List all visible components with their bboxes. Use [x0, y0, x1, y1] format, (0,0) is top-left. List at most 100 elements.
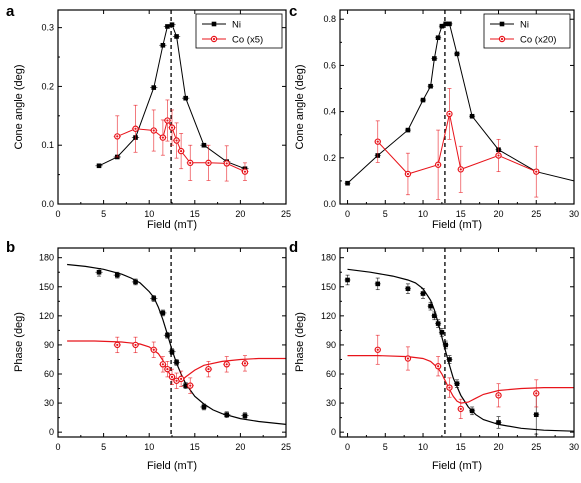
x-tick-label: 5: [101, 209, 106, 219]
x-tick-label: 15: [456, 442, 466, 452]
data-point-square: [96, 269, 102, 275]
data-point-circle-core: [437, 163, 440, 166]
x-axis-label: Field (mT): [147, 460, 197, 472]
x-tick-label: 5: [383, 209, 388, 219]
data-point-circle-core: [535, 170, 538, 173]
panel-c: c 0 5 10 15 20 25 30 0.0 0.2 0.4 0.6 0.8 Field (mT) Co…: [289, 3, 579, 231]
y-tick-label: 0: [49, 427, 54, 437]
x-tick-label: 15: [190, 209, 200, 219]
data-point-square: [405, 286, 411, 292]
data-point-square: [405, 127, 411, 133]
x-axis-label: Field (mT): [432, 460, 482, 472]
data-point-circle-core: [225, 363, 228, 366]
data-point-circle-core: [152, 129, 155, 132]
y-axis-label: Phase (deg): [294, 312, 306, 372]
data-point-circle-core: [459, 407, 462, 410]
y-axis-label: Cone angle (deg): [13, 64, 25, 149]
y-tick-label: 180: [39, 253, 54, 263]
y-tick-label: 0.8: [323, 14, 336, 24]
legend: Ni Co (x20): [483, 13, 571, 49]
fit-curve: [67, 263, 286, 425]
y-tick-label: 180: [321, 253, 336, 263]
data-point-square: [151, 296, 157, 301]
data-point-circle-core: [437, 365, 440, 368]
legend-box: [195, 13, 283, 49]
data-point-square: [435, 321, 441, 326]
y-tick-label: 0.4: [323, 107, 336, 117]
data-point-square: [174, 34, 179, 39]
data-point-circle-core: [161, 363, 164, 366]
data-point-circle-core: [406, 172, 410, 176]
x-tick-label: 25: [531, 442, 541, 452]
data-point-square: [443, 342, 448, 348]
fit-curve: [347, 268, 574, 432]
y-tick-label: 0.1: [41, 140, 54, 150]
x-tick-label: 30: [569, 209, 579, 219]
data-point-square: [496, 420, 501, 425]
data-point-square: [432, 56, 437, 61]
y-tick-label: 0: [331, 427, 336, 437]
x-tick-label: 20: [235, 442, 245, 452]
data-point-circle-core: [497, 394, 500, 397]
y-tick-label: 120: [321, 311, 336, 321]
y-tick-label: 0.2: [41, 81, 54, 91]
y-tick-label: 150: [39, 282, 54, 292]
data-point-square: [165, 24, 170, 29]
data-point-square: [420, 97, 426, 103]
y-tick-label: 60: [44, 369, 54, 379]
plot-area: [67, 248, 286, 437]
data-point-square: [469, 113, 475, 119]
x-axis-label: Field (mT): [432, 219, 482, 231]
data-point-square: [183, 383, 188, 388]
data-point-circle-core: [189, 384, 192, 387]
legend-marker-square: [211, 21, 217, 27]
data-point-circle-core: [376, 348, 379, 351]
legend-label: Ni: [232, 20, 241, 31]
x-tick-label: 20: [235, 209, 245, 219]
data-point-square: [151, 85, 157, 90]
data-point-square: [439, 330, 445, 335]
data-point-square: [165, 332, 170, 338]
data-point-circle-core: [243, 362, 247, 365]
data-point-circle-core: [225, 162, 228, 165]
data-point-square: [447, 357, 452, 362]
axes-frame: [339, 247, 575, 438]
plot-area: [344, 10, 574, 204]
data-point-circle-core: [116, 343, 119, 347]
y-tick-label: 30: [326, 398, 336, 408]
data-point-circle-core: [376, 140, 379, 143]
data-point-square: [169, 349, 175, 355]
data-point-circle-core: [243, 170, 247, 173]
data-point-square: [201, 142, 207, 148]
axes-frame: [339, 9, 575, 205]
x-tick-label: 0: [345, 442, 350, 452]
data-point-square: [96, 163, 102, 169]
data-point-square: [133, 279, 138, 285]
data-point-circle-core: [175, 139, 178, 142]
x-axis-label: Field (mT): [147, 219, 197, 231]
data-point-square: [183, 95, 188, 101]
legend-marker-core: [212, 37, 216, 41]
x-tick-label: 20: [494, 442, 504, 452]
x-tick-label: 10: [144, 209, 154, 219]
y-tick-label: 0.2: [323, 153, 336, 163]
panel-d: d 0 5 10 15 20 25 30 0 30 60 90 120 150 180 Field (mT) P…: [289, 239, 579, 472]
data-point-circle-core: [180, 149, 183, 153]
data-point-circle-core: [207, 368, 210, 371]
y-tick-label: 0.0: [41, 199, 54, 209]
x-tick-label: 15: [190, 442, 200, 452]
x-tick-label: 25: [281, 209, 291, 219]
x-tick-label: 10: [418, 209, 428, 219]
axes-frame: [57, 9, 287, 205]
x-tick-label: 10: [144, 442, 154, 452]
data-point-square: [439, 23, 445, 29]
plot-area: [344, 248, 574, 437]
data-point-square: [201, 404, 207, 410]
series-tail-line: [536, 171, 574, 182]
data-point-square: [174, 360, 179, 365]
data-point-square: [242, 413, 248, 418]
data-point-circle-core: [134, 343, 137, 347]
x-tick-label: 5: [101, 442, 106, 452]
y-tick-label: 0.0: [323, 199, 336, 209]
